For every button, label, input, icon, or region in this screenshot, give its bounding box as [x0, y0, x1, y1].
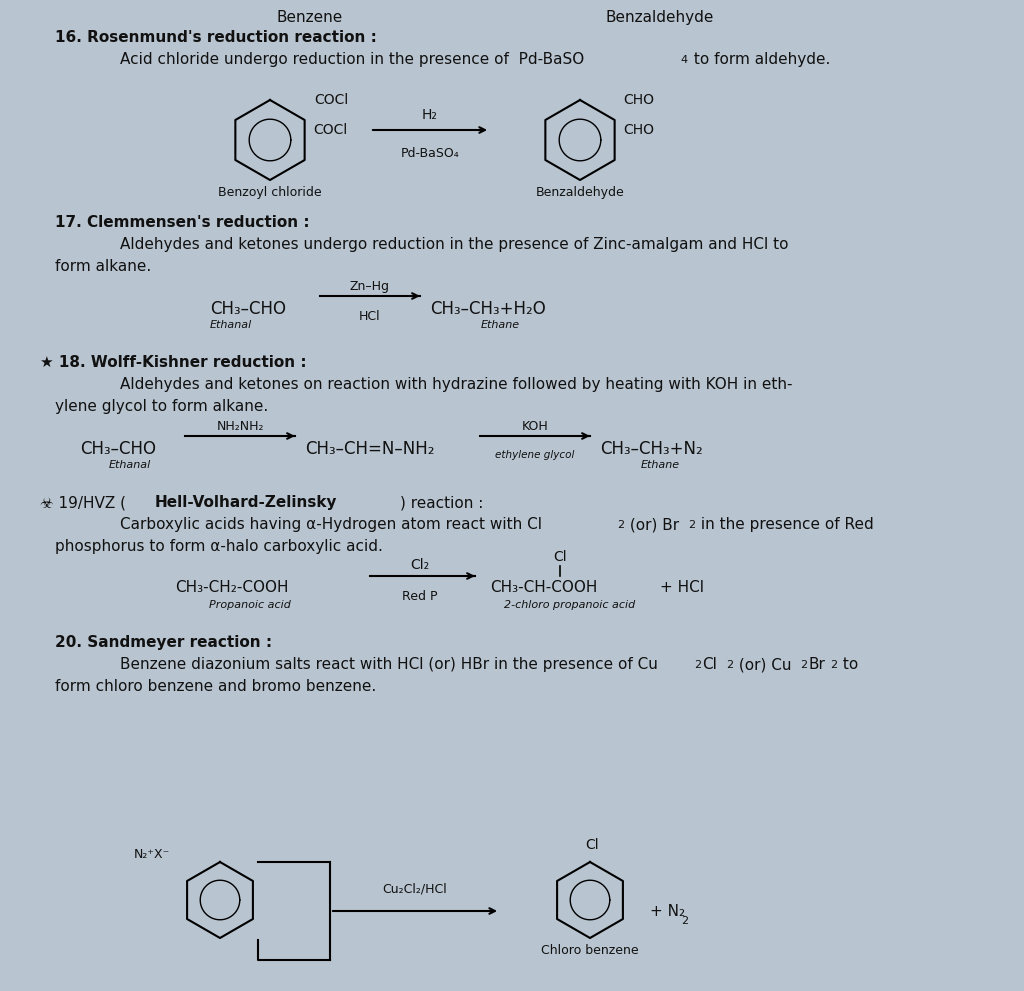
Text: 16. Rosenmund's reduction reaction :: 16. Rosenmund's reduction reaction :	[55, 30, 377, 45]
Text: COCl: COCl	[313, 123, 347, 137]
Text: CH₃–CHO: CH₃–CHO	[80, 440, 156, 458]
Text: 2: 2	[726, 660, 733, 670]
Text: Aldehydes and ketones undergo reduction in the presence of Zinc-amalgam and HCl : Aldehydes and ketones undergo reduction …	[120, 237, 788, 252]
Text: Benzaldehyde: Benzaldehyde	[606, 10, 714, 25]
Text: HCl: HCl	[359, 310, 381, 323]
Text: Ethane: Ethane	[480, 320, 519, 330]
Text: Benzaldehyde: Benzaldehyde	[536, 186, 625, 199]
Text: ☣ 19/HVZ (: ☣ 19/HVZ (	[40, 495, 126, 510]
Text: CHO: CHO	[623, 93, 654, 107]
Text: 17. Clemmensen's reduction :: 17. Clemmensen's reduction :	[55, 215, 309, 230]
Text: NH₂NH₂: NH₂NH₂	[216, 420, 264, 433]
Text: Cu₂Cl₂/HCl: Cu₂Cl₂/HCl	[383, 883, 447, 896]
Text: 2: 2	[688, 520, 695, 530]
Text: ylene glycol to form alkane.: ylene glycol to form alkane.	[55, 399, 268, 414]
Text: Ethanal: Ethanal	[109, 460, 152, 470]
Text: H₂: H₂	[422, 108, 438, 122]
Text: Red P: Red P	[402, 590, 437, 603]
Text: Cl: Cl	[702, 657, 717, 672]
Text: 2-chloro propanoic acid: 2-chloro propanoic acid	[505, 600, 636, 610]
Text: Hell-Volhard-Zelinsky: Hell-Volhard-Zelinsky	[155, 495, 338, 510]
Text: Zn–Hg: Zn–Hg	[350, 280, 390, 293]
Text: CH₃–CH₃+N₂: CH₃–CH₃+N₂	[600, 440, 702, 458]
Text: Cl: Cl	[585, 838, 599, 852]
Text: Cl₂: Cl₂	[411, 558, 429, 572]
Text: Pd-BaSO₄: Pd-BaSO₄	[400, 147, 460, 160]
Text: Acid chloride undergo reduction in the presence of  Pd-BaSO: Acid chloride undergo reduction in the p…	[120, 52, 585, 67]
Text: 2: 2	[830, 660, 838, 670]
Text: form alkane.: form alkane.	[55, 259, 152, 274]
Text: ethylene glycol: ethylene glycol	[496, 450, 574, 460]
Text: (or) Br: (or) Br	[625, 517, 679, 532]
Text: + HCl: + HCl	[660, 580, 705, 595]
Text: Aldehydes and ketones on reaction with hydrazine followed by heating with KOH in: Aldehydes and ketones on reaction with h…	[120, 377, 793, 392]
Text: Propanoic acid: Propanoic acid	[209, 600, 291, 610]
Text: Benzene: Benzene	[276, 10, 343, 25]
Text: to: to	[838, 657, 858, 672]
Text: 2: 2	[617, 520, 624, 530]
Text: 20. Sandmeyer reaction :: 20. Sandmeyer reaction :	[55, 635, 272, 650]
Text: Chloro benzene: Chloro benzene	[542, 944, 639, 957]
Text: CH₃–CH=N–NH₂: CH₃–CH=N–NH₂	[305, 440, 434, 458]
Text: Carboxylic acids having α-Hydrogen atom react with Cl: Carboxylic acids having α-Hydrogen atom …	[120, 517, 542, 532]
Text: 2: 2	[694, 660, 701, 670]
Text: Cl: Cl	[553, 550, 567, 564]
Text: to form aldehyde.: to form aldehyde.	[689, 52, 830, 67]
Text: (or) Cu: (or) Cu	[734, 657, 792, 672]
Text: COCl: COCl	[314, 93, 348, 107]
Text: CH₃-CH₂-COOH: CH₃-CH₂-COOH	[175, 580, 289, 595]
Text: form chloro benzene and bromo benzene.: form chloro benzene and bromo benzene.	[55, 679, 376, 694]
Text: Br: Br	[808, 657, 825, 672]
Text: Ethane: Ethane	[640, 460, 680, 470]
Text: KOH: KOH	[521, 420, 549, 433]
Text: 4: 4	[680, 55, 687, 65]
Text: N₂⁺X⁻: N₂⁺X⁻	[134, 848, 170, 861]
Text: 2: 2	[800, 660, 807, 670]
Text: CH₃–CHO: CH₃–CHO	[210, 300, 286, 318]
Text: Ethanal: Ethanal	[210, 320, 252, 330]
Text: ) reaction :: ) reaction :	[400, 495, 483, 510]
Text: ★ 18. Wolff-Kishner reduction :: ★ 18. Wolff-Kishner reduction :	[40, 355, 306, 370]
Text: CH₃-CH-COOH: CH₃-CH-COOH	[490, 580, 597, 595]
Text: 2: 2	[681, 916, 688, 926]
Text: in the presence of Red: in the presence of Red	[696, 517, 873, 532]
Text: CH₃–CH₃+H₂O: CH₃–CH₃+H₂O	[430, 300, 546, 318]
Text: Benzoyl chloride: Benzoyl chloride	[218, 186, 322, 199]
Text: CHO: CHO	[623, 123, 654, 137]
Text: Benzene diazonium salts react with HCl (or) HBr in the presence of Cu: Benzene diazonium salts react with HCl (…	[120, 657, 657, 672]
Text: + N₂: + N₂	[650, 904, 685, 919]
Text: phosphorus to form α-halo carboxylic acid.: phosphorus to form α-halo carboxylic aci…	[55, 539, 383, 554]
